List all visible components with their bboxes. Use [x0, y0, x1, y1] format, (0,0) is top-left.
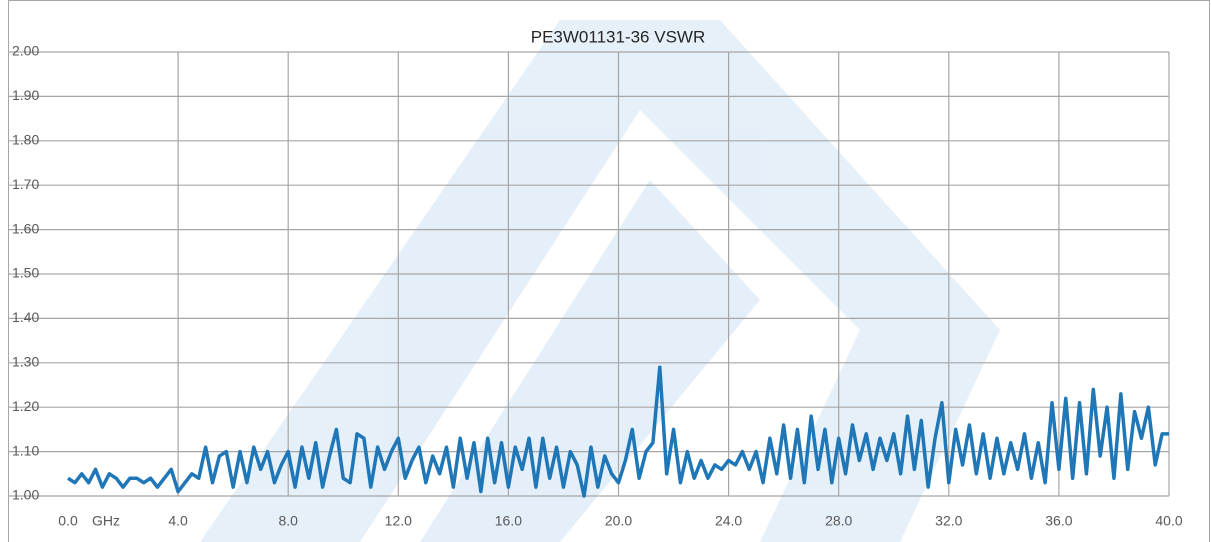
chart-title: PE3W01131-36 VSWR [531, 27, 705, 46]
y-tick-label: 1.80 [12, 132, 39, 148]
y-tick-label: 1.50 [12, 265, 39, 281]
x-tick-label: 0.0 [58, 513, 78, 529]
x-tick-label: 12.0 [385, 513, 412, 529]
y-tick-label: 2.00 [12, 43, 39, 59]
y-tick-label: 1.30 [12, 354, 39, 370]
x-tick-label: 24.0 [715, 513, 742, 529]
x-tick-label: 16.0 [495, 513, 522, 529]
x-tick-label: 20.0 [605, 513, 632, 529]
y-tick-label: 1.20 [12, 398, 39, 414]
y-tick-label: 1.90 [12, 87, 39, 103]
x-tick-label: 36.0 [1045, 513, 1072, 529]
x-tick-label: 28.0 [825, 513, 852, 529]
y-tick-label: 1.00 [12, 487, 39, 503]
x-tick-label: 8.0 [278, 513, 298, 529]
y-tick-label: 1.10 [12, 442, 39, 458]
y-tick-label: 1.70 [12, 176, 39, 192]
data-line [67, 365, 1169, 498]
x-axis-label: GHz [92, 513, 120, 529]
y-tick-label: 1.60 [12, 220, 39, 236]
x-tick-label: 40.0 [1155, 513, 1182, 529]
y-tick-label: 1.40 [12, 309, 39, 325]
x-tick-label: 4.0 [168, 513, 188, 529]
x-tick-label: 32.0 [935, 513, 962, 529]
